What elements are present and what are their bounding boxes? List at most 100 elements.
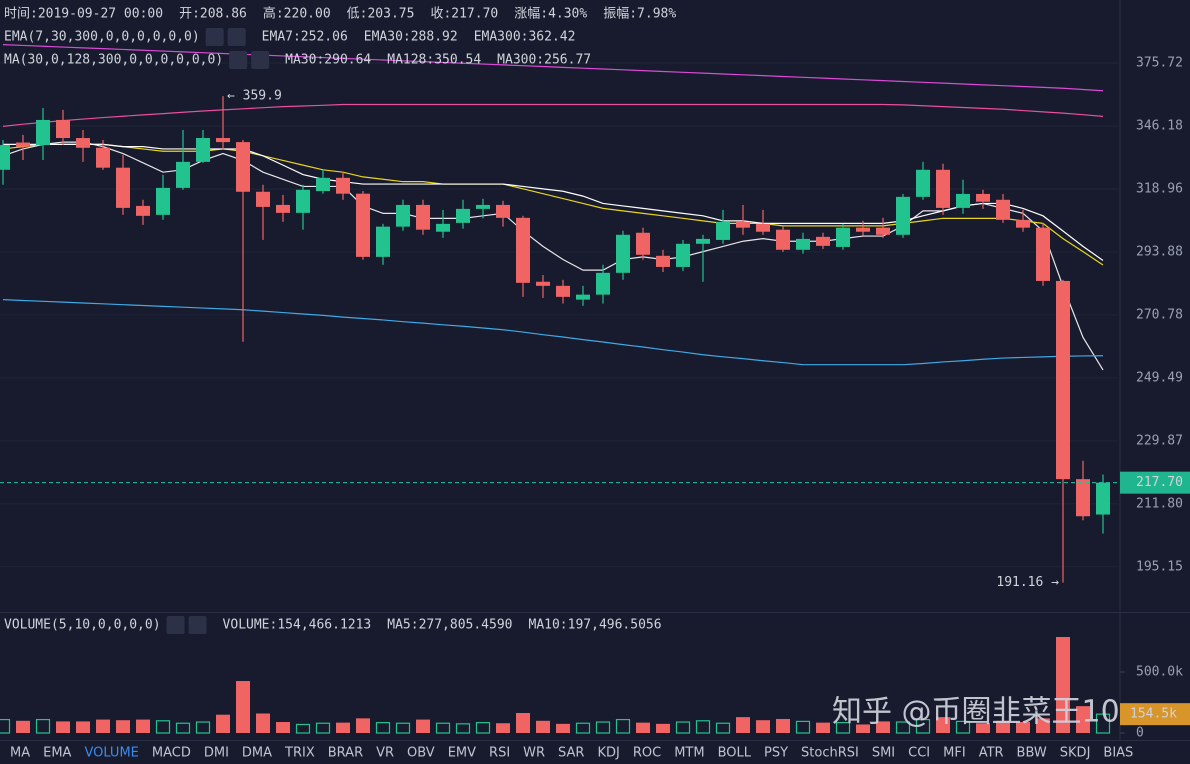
volume-bar bbox=[1095, 713, 1111, 734]
y-tick-label: 0 bbox=[1136, 726, 1144, 741]
indicator-tab[interactable]: ROC bbox=[633, 746, 661, 761]
volume-bar bbox=[395, 722, 411, 734]
indicator-tab[interactable]: BRAR bbox=[328, 746, 363, 761]
candle-body bbox=[0, 145, 10, 170]
indicator-tab[interactable]: TRIX bbox=[284, 746, 315, 761]
candle-body bbox=[1036, 227, 1050, 281]
indicator-tab[interactable]: KDJ bbox=[597, 746, 619, 761]
indicator-label: MA(30,0,128,300,0,0,0,0,0,0) bbox=[4, 53, 223, 68]
volume-bar bbox=[16, 720, 30, 733]
candle-body bbox=[636, 232, 650, 255]
candle-body bbox=[436, 223, 450, 232]
indicator-tab[interactable]: ATR bbox=[979, 746, 1004, 761]
volume-bar bbox=[1036, 718, 1050, 733]
indicator-line bbox=[2, 103, 1104, 127]
header-time: 时间:2019-09-27 00:00 bbox=[4, 7, 163, 22]
indicator-tab[interactable]: EMV bbox=[448, 746, 476, 761]
last-price-label: 217.70 bbox=[1136, 475, 1183, 490]
header-change-label: 涨幅: bbox=[514, 7, 548, 22]
volume-bar bbox=[375, 722, 391, 734]
indicator-tab[interactable]: DMA bbox=[242, 746, 272, 761]
candle-body bbox=[496, 204, 510, 218]
close-icon[interactable] bbox=[251, 51, 270, 69]
settings-icon[interactable] bbox=[166, 616, 185, 634]
settings-icon[interactable] bbox=[229, 51, 248, 69]
indicator-tab[interactable]: BBW bbox=[1017, 746, 1047, 761]
candle-body bbox=[616, 234, 630, 273]
candle-body bbox=[516, 217, 530, 283]
volume-bar bbox=[556, 723, 570, 733]
candle-body bbox=[936, 169, 950, 208]
volume-bar bbox=[876, 721, 890, 733]
volume-bar bbox=[636, 722, 650, 733]
indicator-line bbox=[2, 299, 1104, 366]
candle-body bbox=[196, 138, 210, 162]
candle-body bbox=[676, 243, 690, 267]
indicator-tab[interactable]: WR bbox=[523, 746, 545, 761]
volume-bar bbox=[976, 723, 990, 733]
volume-bar bbox=[675, 721, 691, 734]
indicator-tab[interactable]: VOLUME bbox=[84, 746, 138, 761]
candle-body bbox=[236, 142, 250, 192]
close-icon[interactable] bbox=[227, 28, 246, 46]
legend-entry: MA10:197,496.5056 bbox=[529, 618, 662, 633]
indicator-tab[interactable]: DMI bbox=[204, 746, 229, 761]
indicator-tab[interactable]: EMA bbox=[43, 746, 71, 761]
settings-icon[interactable] bbox=[205, 28, 224, 46]
indicator-tab[interactable]: MTM bbox=[674, 746, 704, 761]
candle-body bbox=[156, 187, 170, 215]
indicator-label: VOLUME(5,10,0,0,0,0) bbox=[4, 618, 161, 633]
candle-body bbox=[176, 161, 190, 188]
indicator-tab[interactable]: RSI bbox=[489, 746, 510, 761]
indicator-tab[interactable]: VR bbox=[376, 746, 394, 761]
volume-bar bbox=[96, 719, 110, 733]
volume-bar bbox=[276, 722, 290, 733]
volume-bar bbox=[336, 722, 350, 733]
indicator-tab[interactable]: StochRSI bbox=[801, 746, 859, 761]
volume-bar bbox=[895, 721, 911, 734]
indicator-label: EMA(7,30,300,0,0,0,0,0,0) bbox=[4, 30, 200, 45]
volume-bar bbox=[155, 720, 171, 734]
indicator-tab[interactable]: SAR bbox=[558, 746, 584, 761]
candle-body bbox=[376, 226, 390, 257]
close-icon[interactable] bbox=[188, 616, 207, 634]
volume-bar bbox=[136, 719, 150, 733]
volume-bar bbox=[575, 722, 591, 734]
volume-bar bbox=[416, 719, 430, 733]
header-change: 4.30% bbox=[548, 7, 587, 22]
volume-bar bbox=[236, 681, 250, 733]
indicator-tab[interactable]: CCI bbox=[908, 746, 930, 761]
candle-body bbox=[136, 205, 150, 216]
candle-body bbox=[56, 119, 70, 139]
header-close: 收:217.70 bbox=[430, 7, 498, 22]
volume-bar bbox=[996, 720, 1010, 733]
volume-bar bbox=[435, 722, 451, 734]
volume-bar bbox=[915, 718, 931, 734]
indicator-tab[interactable]: PSY bbox=[764, 746, 788, 761]
candle-body bbox=[116, 167, 130, 208]
legend-entry: EMA7:252.06 bbox=[262, 30, 348, 45]
indicator-tab[interactable]: OBV bbox=[407, 746, 435, 761]
min-annotation: 191.16 → bbox=[996, 575, 1059, 590]
candle-body bbox=[576, 294, 590, 300]
y-tick-label: 229.87 bbox=[1136, 433, 1183, 448]
volume-bar bbox=[0, 718, 11, 734]
volume-bar bbox=[356, 718, 370, 733]
indicator-tab[interactable]: MA bbox=[10, 746, 30, 761]
indicator-tab[interactable]: MACD bbox=[152, 746, 191, 761]
indicator-tab[interactable]: SKDJ bbox=[1060, 746, 1091, 761]
y-tick-label: 211.80 bbox=[1136, 496, 1183, 511]
volume-bar bbox=[1076, 706, 1090, 733]
indicator-tab[interactable]: BIAS bbox=[1103, 746, 1133, 761]
candle-body bbox=[956, 193, 970, 208]
indicator-tab[interactable]: SMI bbox=[872, 746, 895, 761]
candle-body bbox=[1076, 479, 1090, 517]
volume-bar bbox=[1016, 722, 1030, 733]
header-open: 开:208.86 bbox=[179, 7, 247, 22]
volume-bar bbox=[475, 722, 491, 734]
indicator-tab[interactable]: MFI bbox=[943, 746, 966, 761]
indicator-tab[interactable]: BOLL bbox=[718, 746, 752, 761]
header-low: 低:203.75 bbox=[347, 7, 415, 22]
volume-bar bbox=[116, 720, 130, 733]
